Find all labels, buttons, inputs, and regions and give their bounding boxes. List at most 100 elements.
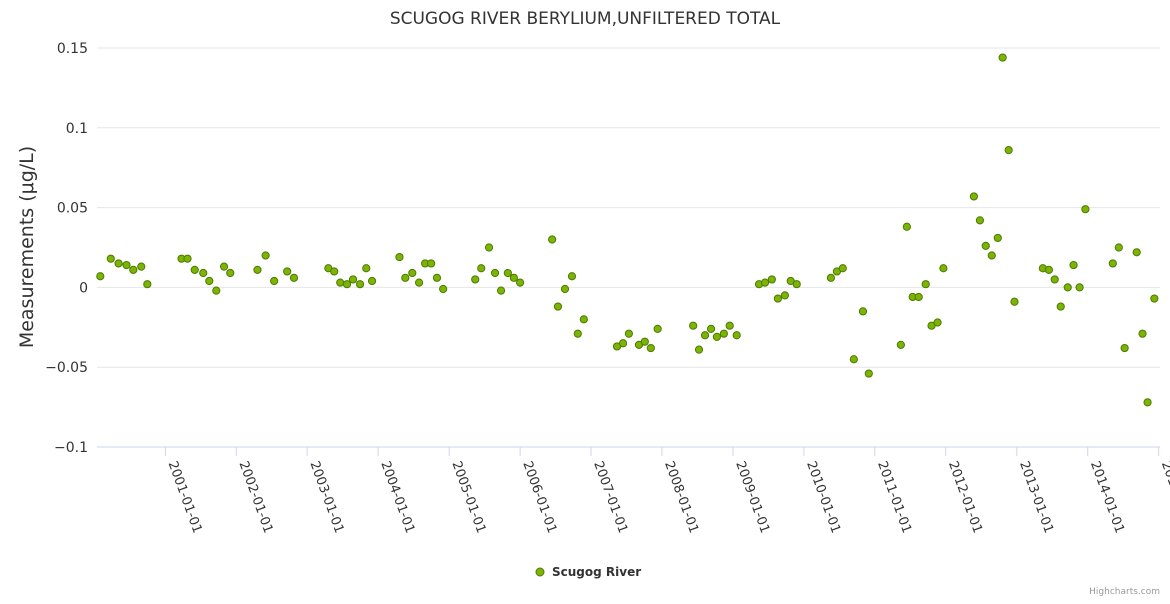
data-point[interactable] [560, 284, 570, 294]
data-point[interactable] [1069, 260, 1078, 270]
data-point[interactable] [212, 286, 221, 295]
data-point[interactable] [826, 273, 836, 282]
data-point[interactable] [1138, 329, 1147, 338]
data-point[interactable] [270, 276, 279, 286]
data-point[interactable] [719, 329, 728, 338]
data-point[interactable] [725, 321, 734, 330]
data-point[interactable] [114, 259, 123, 268]
data-point[interactable] [987, 251, 996, 260]
data-point[interactable] [226, 268, 235, 278]
data-point[interactable] [732, 331, 741, 340]
data-point[interactable] [143, 280, 152, 289]
data-point[interactable] [694, 345, 704, 354]
data-point[interactable] [896, 340, 905, 349]
data-point[interactable] [998, 53, 1007, 62]
data-point[interactable] [773, 294, 782, 303]
data-point[interactable] [348, 275, 358, 284]
data-point[interactable] [129, 265, 138, 274]
data-point[interactable] [106, 254, 115, 263]
data-point[interactable] [1044, 265, 1053, 274]
data-point[interactable] [477, 264, 486, 273]
data-point[interactable] [646, 343, 655, 353]
data-point[interactable] [981, 241, 990, 251]
data-point[interactable] [1075, 283, 1084, 292]
data-point[interactable] [122, 260, 131, 270]
data-point[interactable] [553, 302, 563, 311]
data-point[interactable] [183, 254, 192, 263]
data-point[interactable] [933, 318, 942, 327]
data-point[interactable] [253, 265, 262, 274]
data-point[interactable] [792, 280, 801, 289]
data-point[interactable] [1004, 146, 1013, 155]
credits-link[interactable]: Highcharts.com [1089, 587, 1160, 597]
data-point[interactable] [1010, 297, 1019, 306]
data-point[interactable] [689, 321, 698, 330]
data-point[interactable] [921, 280, 930, 289]
data-point[interactable] [653, 324, 662, 333]
data-point[interactable] [1150, 294, 1159, 303]
data-point[interactable] [849, 355, 858, 364]
data-point[interactable] [712, 332, 721, 341]
data-point[interactable] [858, 307, 868, 316]
data-point[interactable] [1081, 205, 1090, 214]
data-point[interactable] [96, 272, 105, 281]
data-point[interactable] [190, 265, 199, 274]
data-point[interactable] [767, 275, 776, 284]
data-point[interactable] [439, 284, 448, 294]
data-point[interactable] [503, 268, 512, 278]
data-point[interactable] [336, 278, 345, 287]
data-point[interactable] [509, 273, 518, 282]
data-point[interactable] [902, 222, 911, 231]
data-point[interactable] [700, 331, 710, 340]
data-point[interactable] [1108, 259, 1117, 268]
data-point[interactable] [1050, 275, 1059, 284]
data-point[interactable] [914, 292, 923, 302]
data-point[interactable] [496, 286, 506, 295]
data-point[interactable] [355, 280, 365, 289]
data-point[interactable] [408, 268, 417, 278]
data-point[interactable] [1120, 343, 1129, 353]
data-point[interactable] [993, 233, 1002, 243]
data-point[interactable] [199, 268, 208, 278]
data-point[interactable] [969, 192, 978, 201]
data-point[interactable] [367, 276, 377, 286]
data-point[interactable] [432, 273, 442, 282]
data-point[interactable] [548, 235, 557, 244]
data-point[interactable] [516, 278, 525, 287]
data-point[interactable] [205, 276, 214, 286]
data-point[interactable] [289, 273, 299, 282]
data-point[interactable] [1132, 248, 1141, 257]
data-point[interactable] [471, 275, 480, 284]
data-point[interactable] [490, 268, 500, 278]
data-point[interactable] [864, 369, 873, 378]
data-point[interactable] [640, 337, 649, 346]
data-point[interactable] [760, 278, 770, 287]
data-point[interactable] [414, 278, 424, 287]
data-point[interactable] [1114, 243, 1123, 252]
legend[interactable]: Scugog River [535, 565, 641, 579]
data-point[interactable] [1143, 398, 1152, 407]
data-point[interactable] [1056, 302, 1065, 311]
data-point[interactable] [395, 252, 404, 262]
data-point[interactable] [1063, 283, 1072, 292]
data-point[interactable] [484, 243, 494, 252]
data-point[interactable] [427, 259, 436, 268]
data-point[interactable] [618, 339, 628, 348]
data-point[interactable] [362, 264, 371, 273]
data-point[interactable] [624, 329, 633, 338]
data-point[interactable] [706, 324, 716, 333]
data-point[interactable] [573, 329, 582, 338]
data-point[interactable] [401, 273, 410, 282]
data-point[interactable] [342, 280, 352, 289]
data-point[interactable] [579, 315, 588, 324]
data-point[interactable] [261, 251, 270, 260]
data-point[interactable] [780, 291, 789, 300]
data-point[interactable] [939, 264, 948, 273]
legend-item-scugog-river[interactable]: Scugog River [552, 565, 641, 579]
data-point[interactable] [137, 262, 146, 271]
data-point[interactable] [567, 272, 577, 281]
data-point[interactable] [838, 264, 847, 273]
data-point[interactable] [330, 267, 339, 276]
data-point[interactable] [219, 262, 229, 271]
data-point[interactable] [283, 267, 292, 276]
